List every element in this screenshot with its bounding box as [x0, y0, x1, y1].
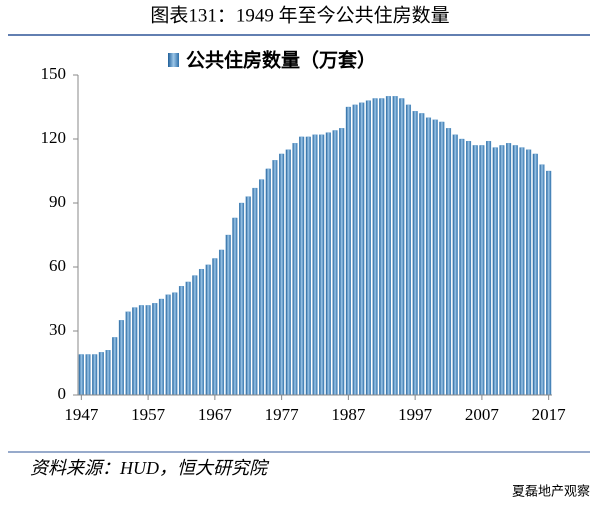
bar [158, 298, 165, 396]
y-tick-label: 60 [49, 256, 66, 275]
bar [279, 153, 285, 396]
y-tick-label: 0 [58, 384, 67, 403]
bar [532, 153, 538, 396]
bar [526, 149, 532, 396]
bar [185, 281, 191, 396]
bar [212, 258, 218, 396]
bar [465, 140, 472, 396]
bar [419, 113, 425, 396]
bar [392, 96, 398, 396]
bar [285, 149, 291, 396]
bar [399, 98, 405, 396]
watermark: 夏磊地产观察 [512, 485, 590, 500]
bar [98, 352, 104, 396]
x-tick-label: 2007 [465, 405, 500, 424]
y-tick-label: 90 [49, 192, 66, 211]
bar [499, 145, 505, 396]
bar [299, 136, 305, 396]
bar [325, 132, 331, 396]
bar [385, 96, 391, 396]
x-tick-label: 1957 [131, 405, 166, 424]
bar [118, 320, 124, 396]
bar [85, 354, 91, 396]
bar [178, 286, 185, 396]
bar [405, 104, 412, 396]
bar [272, 160, 278, 396]
bar [138, 305, 144, 396]
bar [412, 111, 418, 396]
bar [432, 119, 438, 396]
bar [259, 179, 265, 396]
bar [512, 145, 518, 396]
bar [486, 140, 492, 396]
bar [225, 234, 231, 396]
bar [132, 307, 138, 396]
bar [379, 98, 385, 396]
legend-swatch [168, 53, 179, 67]
bar [472, 145, 478, 396]
y-tick-label: 30 [49, 320, 66, 339]
bar [359, 102, 365, 396]
bar [372, 98, 378, 396]
x-tick-label: 1997 [398, 405, 433, 424]
bar [425, 117, 432, 396]
bar [445, 128, 452, 396]
bar [125, 311, 131, 396]
y-tick-label: 120 [41, 128, 67, 147]
x-tick-label: 2017 [532, 405, 567, 424]
bar [459, 138, 465, 396]
bar [92, 354, 98, 396]
x-tick-label: 1947 [64, 405, 99, 424]
bar [539, 164, 545, 396]
bar [192, 275, 198, 396]
bar [352, 104, 358, 396]
bar [339, 128, 345, 396]
y-tick-label: 150 [41, 64, 67, 83]
bar [319, 134, 325, 396]
bar [165, 294, 171, 396]
chart-title: 图表131：1949 年至今公共住房数量 [150, 4, 449, 26]
bar [479, 145, 485, 396]
bar [245, 196, 251, 396]
bar [205, 264, 211, 396]
bar [232, 217, 238, 396]
x-tick-label: 1987 [331, 405, 366, 424]
bar [332, 130, 338, 396]
bar [365, 100, 371, 396]
bar [345, 106, 351, 396]
bar [305, 136, 311, 396]
bar [546, 170, 552, 396]
bar [198, 268, 205, 396]
bar [439, 121, 445, 396]
legend-label: 公共住房数量（万套） [186, 49, 376, 72]
bar [239, 202, 245, 396]
bar [452, 134, 458, 396]
bar [492, 147, 498, 396]
bar [312, 134, 318, 396]
bar [152, 303, 158, 396]
bar [145, 305, 151, 396]
bar [172, 292, 178, 396]
bar [519, 147, 525, 396]
bar [265, 168, 271, 396]
bar [252, 187, 258, 396]
bar [105, 350, 111, 396]
source: 资料来源：HUD，恒大研究院 [30, 458, 270, 478]
x-tick-label: 1967 [198, 405, 233, 424]
bar [112, 337, 118, 396]
bar [78, 354, 84, 396]
bar [292, 143, 298, 396]
bar [218, 249, 225, 396]
bar [506, 143, 512, 396]
x-tick-label: 1977 [265, 405, 300, 424]
